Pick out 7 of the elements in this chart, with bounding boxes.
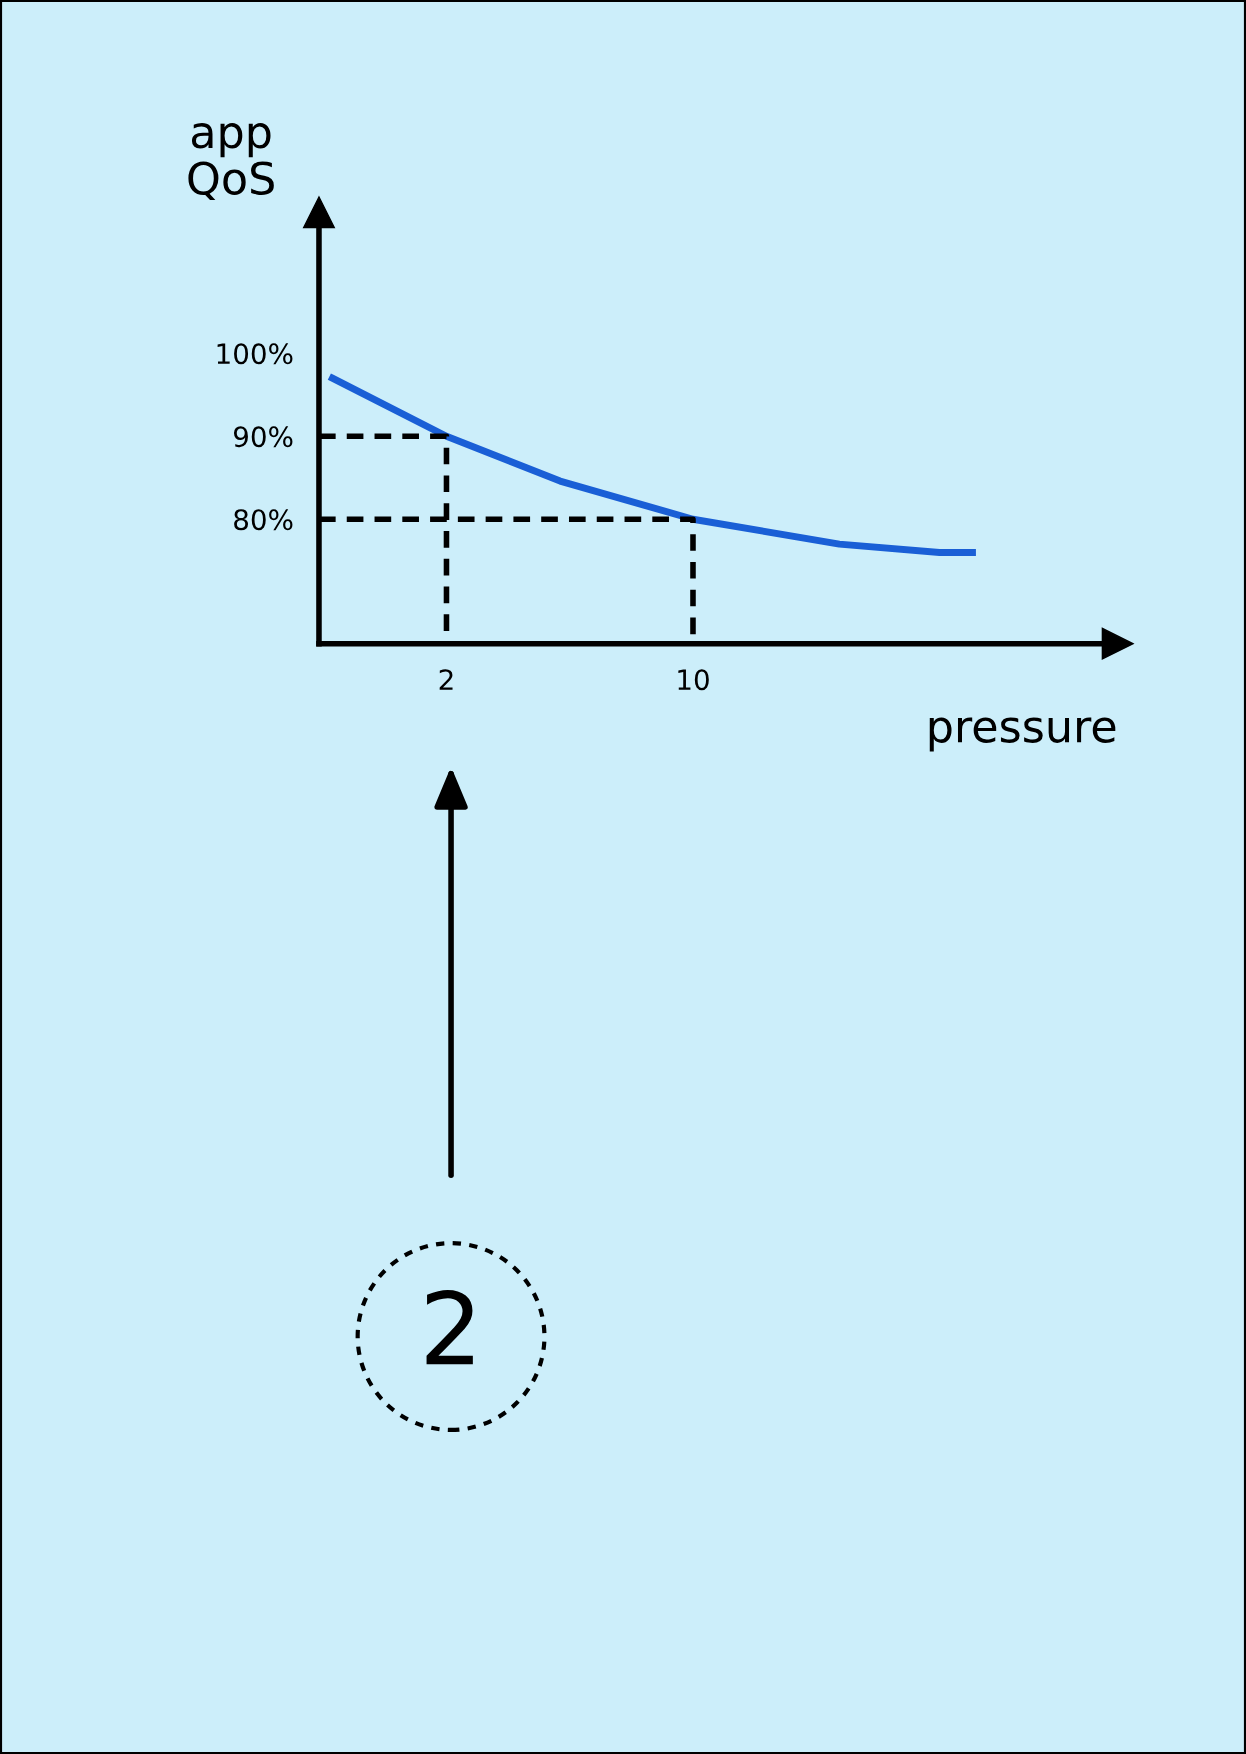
x-tick-label: 10 [678,669,709,691]
x-axis-title: pressure [929,717,1116,752]
y-tick-label: 100% [217,343,293,365]
y-axis-title: app QoS [188,123,274,201]
text: 2 [426,1289,473,1365]
y-tick-label: 90% [233,426,293,448]
y-tick-label: 80% [234,509,293,531]
